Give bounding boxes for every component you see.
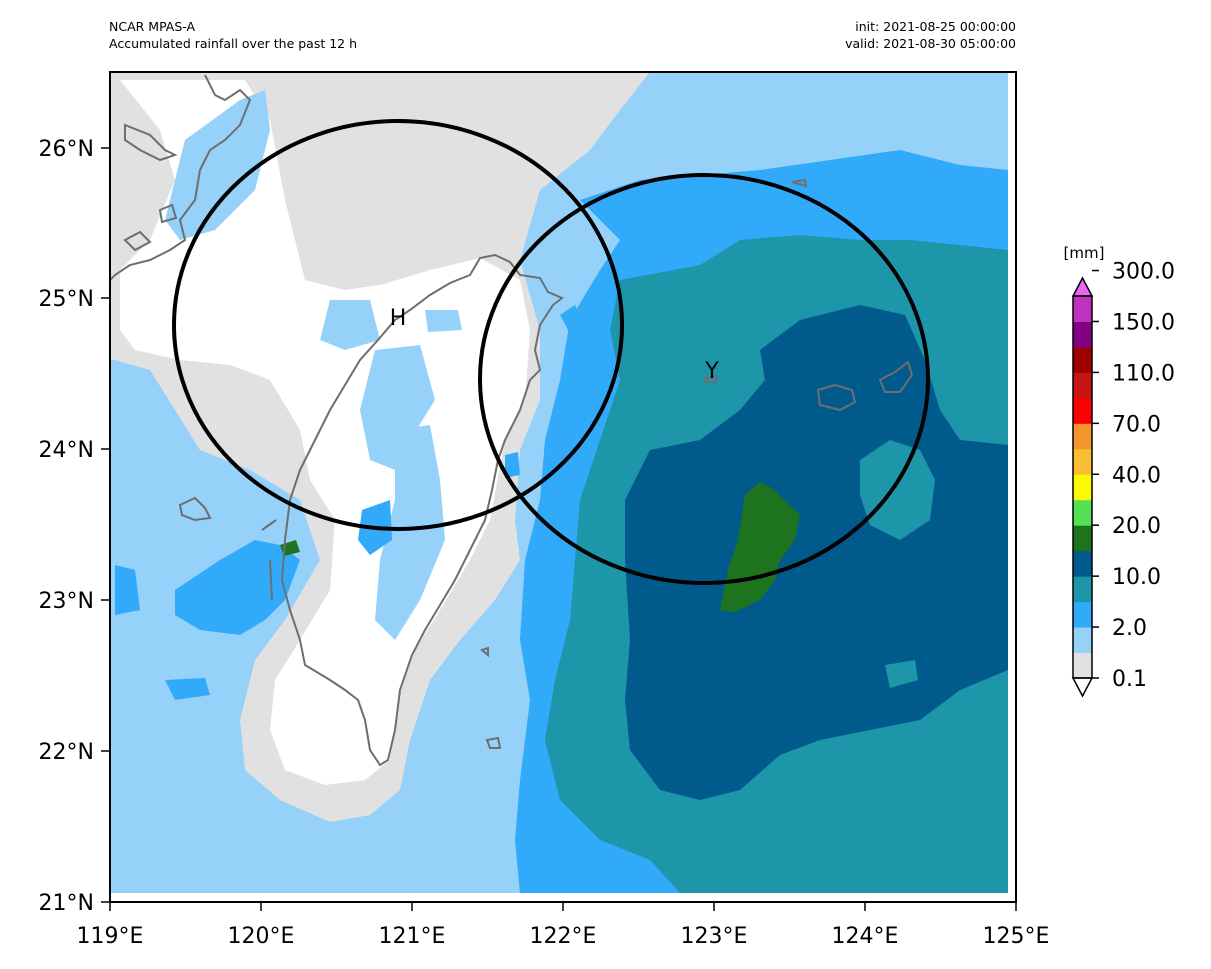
colorbar-unit: [mm] [1064,244,1105,262]
colorbar-tick-label: 2.0 [1112,616,1147,641]
colorbar-segment [1073,652,1092,679]
colorbar-segment [1073,550,1092,577]
coastline-china [110,74,252,281]
field-lightblue-patch-2 [375,425,445,640]
valid-time: valid: 2021-08-30 05:00:00 [845,36,1016,51]
field-lightblue-patch-3 [320,300,380,350]
colorbar-segment [1073,474,1092,501]
colorbar-segments [1071,276,1094,698]
colorbar-segment [1073,321,1092,348]
field-lightblue-nw [165,90,270,240]
domain-edge-right [1008,72,1016,902]
range-circle-y [478,173,930,585]
colorbar-segment [1073,525,1092,552]
field-blue-patch-west-1 [175,540,300,635]
y-tick-label: 25°N [39,287,94,312]
colorbar-segment [1073,346,1092,373]
y-tick-label: 23°N [39,589,94,614]
field-blue-patch-east-coast [505,452,520,478]
range-circle-h [172,119,624,531]
x-tick-label: 125°E [983,924,1050,949]
y-tick-label: 26°N [39,137,94,162]
colorbar-tick-label: 70.0 [1112,412,1161,437]
marker-label-h: H [390,306,407,331]
colorbar-segment [1073,601,1092,628]
field-description: Accumulated rainfall over the past 12 h [109,36,358,51]
colorbar-segment [1073,423,1092,450]
coastline-ishigaki [878,360,914,393]
coastline-taiwan [280,253,564,767]
colorbar-tick-label: 300.0 [1112,260,1175,285]
header-right: init: 2021-08-25 00:00:00 valid: 2021-08… [845,18,1016,52]
colorbar-tick-label: 150.0 [1112,310,1175,335]
coastline-china-bay [124,123,178,162]
colorbar-segment [1073,499,1092,526]
y-tick-label: 22°N [39,740,94,765]
x-tick-label: 123°E [681,924,748,949]
colorbar-tick-label: 40.0 [1112,463,1161,488]
colorbar-segment [1073,448,1092,475]
init-time: init: 2021-08-25 00:00:00 [855,19,1016,34]
coastline-islet-2 [269,559,273,601]
coastline-green-island [479,646,489,658]
x-tick-label: 121°E [379,924,446,949]
field-teal-island-east [860,440,935,540]
marker-label-y: Y [704,359,719,384]
x-tick-label: 119°E [77,924,144,949]
x-tick-label: 124°E [832,924,899,949]
y-tick-label: 24°N [39,438,94,463]
colorbar-tick-label: 0.1 [1112,667,1147,692]
x-axis: 119°E 120°E 121°E 122°E 123°E 124°E 125°… [77,902,1050,949]
map-plot-area: H Y [110,72,1016,902]
colorbar-tick-label: 10.0 [1112,565,1161,590]
coastline-islet-1 [261,519,277,531]
colorbar-tick-label: 110.0 [1112,361,1175,386]
field-teal-island-se [885,660,918,688]
field-white-taiwan [120,80,530,785]
coastline-yonaguni [704,374,717,383]
coastline-iriomote [816,383,857,412]
field-blue-patch-west-3 [115,565,140,615]
field-lightblue-patch-4 [425,310,462,332]
field-blue-patch-ne [560,305,582,330]
colorbar-tick-label: 20.0 [1112,514,1161,539]
colorbar-extend-low [1071,677,1094,698]
colorbar-segment [1073,576,1092,603]
x-tick-label: 120°E [228,924,295,949]
colorbar-segment [1073,296,1092,322]
coastline-penghu [178,496,212,522]
colorbar-extend-high [1071,276,1094,297]
model-name: NCAR MPAS-A [109,19,196,34]
domain-edge-bottom [110,893,1016,902]
field-lightblue-patch-1 [360,345,435,470]
y-tick-label: 21°N [39,891,94,916]
range-circles [172,119,930,585]
x-tick-label: 122°E [530,924,597,949]
y-axis: 21°N 22°N 23°N 24°N 25°N 26°N [39,137,110,916]
colorbar: [mm] 0.1 2.0 10.0 20.0 40.0 70.0 110.0 150.0 300… [1064,244,1175,698]
colorbar-ticks: 0.1 2.0 10.0 20.0 40.0 70.0 110.0 150.0 300.0 [1092,260,1175,692]
colorbar-segment [1073,372,1092,399]
header-left: NCAR MPAS-A Accumulated rainfall over th… [109,18,357,52]
coastline-china-islands [123,203,178,252]
colorbar-outline [1072,295,1093,679]
coastline-orchid-island [485,736,502,749]
coastlines [110,74,914,767]
colorbar-segment [1073,627,1092,654]
coastline-senkaku [791,178,808,188]
colorbar-segment [1073,397,1092,424]
field-blue-patch-west-2 [165,678,210,700]
